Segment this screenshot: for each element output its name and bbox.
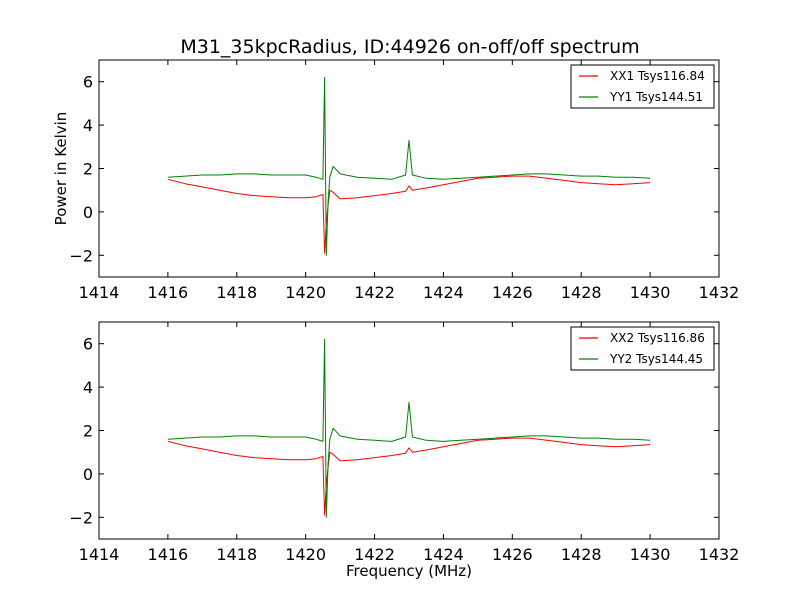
legend: XX1 Tsys116.84 YY1 Tsys144.51: [570, 64, 715, 109]
y-axis-label: Power in Kelvin: [52, 112, 70, 226]
x-tick-label: 1416: [148, 545, 189, 564]
legend-entry: XX1 Tsys116.84: [610, 69, 705, 83]
y-tick-label: −2: [69, 508, 93, 527]
x-tick-label: 1428: [561, 283, 602, 302]
bottom-panel: 1414 1416 1418 1420 1422 1424 1426 1428 1430 1432…: [69, 321, 740, 580]
x-axis-label: Frequency (MHz): [346, 562, 472, 580]
y-tick-label: 6: [83, 73, 93, 92]
legend: XX2 Tsys116.86 YY2 Tsys144.45: [570, 326, 715, 371]
x-tick-label: 1424: [423, 283, 464, 302]
y-tick-label: 4: [83, 378, 93, 397]
x-tick-label: 1432: [699, 545, 740, 564]
x-tick-label: 1420: [285, 283, 326, 302]
series-line-green-2: [167, 338, 651, 518]
x-tick-label: 1422: [354, 283, 395, 302]
series-line-red-1: [167, 175, 651, 254]
x-tick-label: 1418: [216, 545, 257, 564]
y-tick-label: 0: [83, 203, 93, 222]
y-tick-label: 0: [83, 465, 93, 484]
x-tick-label: 1424: [423, 545, 464, 564]
legend-entry: XX2 Tsys116.86: [610, 331, 705, 345]
y-tick-label: 4: [83, 116, 93, 135]
x-tick-label: 1432: [699, 283, 740, 302]
x-tick-label: 1414: [79, 283, 120, 302]
chart-title: M31_35kpcRadius, ID:44926 on-off/off spe…: [180, 36, 639, 58]
y-tick-label: 6: [83, 335, 93, 354]
legend-box: [570, 326, 715, 371]
legend-entry: YY1 Tsys144.51: [609, 90, 703, 104]
y-tick-label: 2: [83, 160, 93, 179]
y-tick-label: 2: [83, 422, 93, 441]
x-tick-label: 1418: [216, 283, 257, 302]
x-tick-label: 1420: [285, 545, 326, 564]
x-tick-label: 1416: [148, 283, 189, 302]
top-panel: 1414 1416 1418 1420 1422 1424 1426 1428 1430 1432…: [52, 59, 740, 302]
legend-box: [570, 64, 715, 109]
x-tick-label: 1422: [354, 545, 395, 564]
y-tick-label: −2: [69, 246, 93, 265]
x-tick-label: 1414: [79, 545, 120, 564]
x-tick-label: 1426: [492, 545, 533, 564]
series-line-green-1: [167, 76, 651, 256]
x-tick-label: 1430: [630, 545, 671, 564]
x-tick-label: 1430: [630, 283, 671, 302]
x-tick-label: 1426: [492, 283, 533, 302]
series-line-red-2: [167, 437, 651, 516]
x-tick-label: 1428: [561, 545, 602, 564]
legend-entry: YY2 Tsys144.45: [609, 352, 703, 366]
